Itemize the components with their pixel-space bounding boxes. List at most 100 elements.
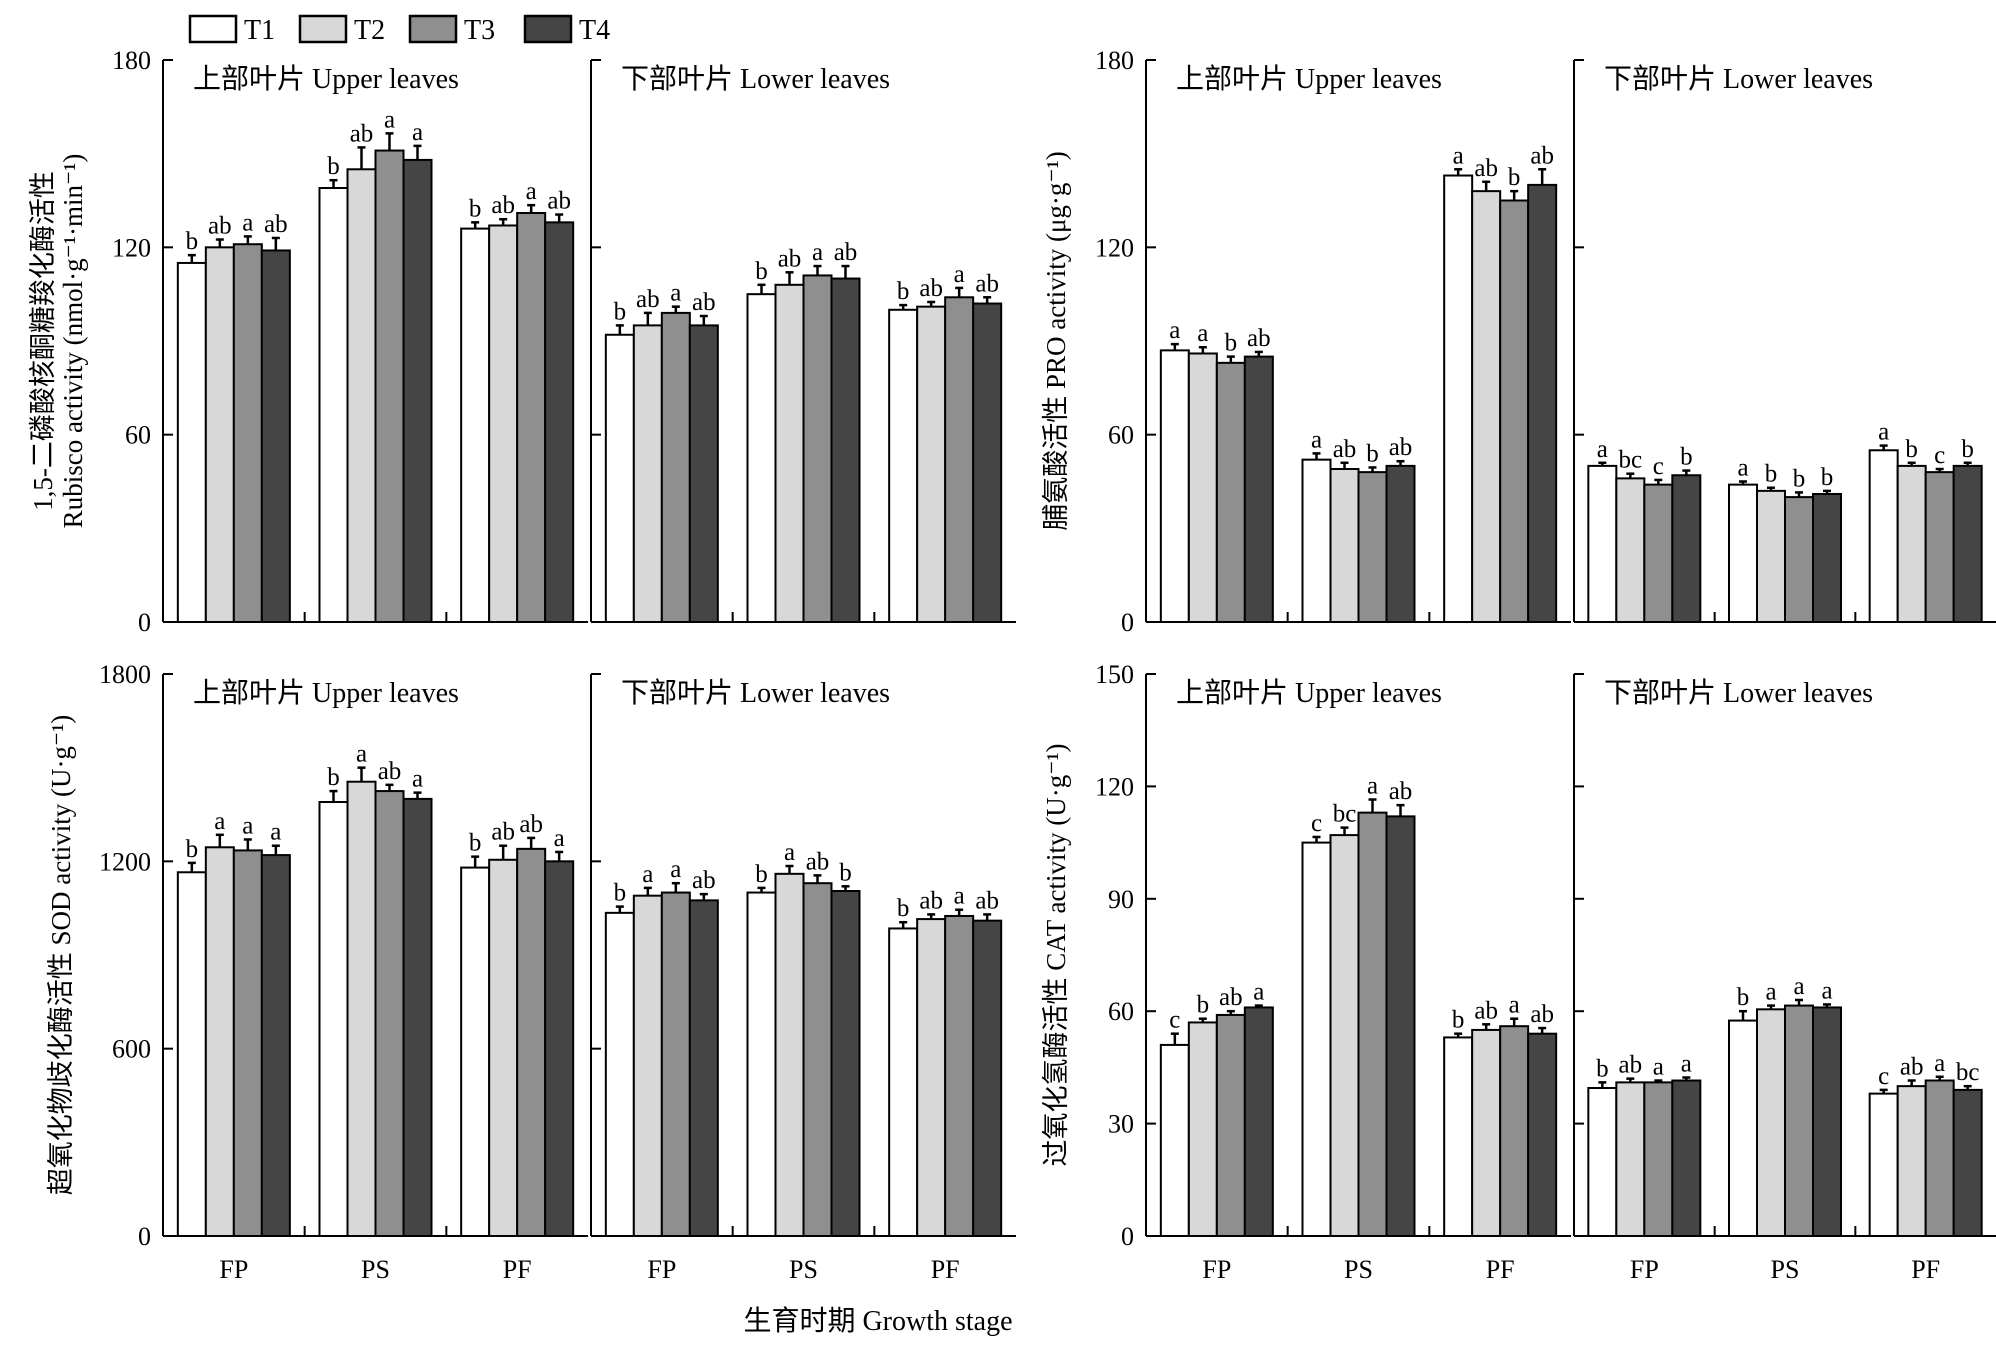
significance-letter: a (954, 883, 965, 910)
significance-letter: ab (692, 867, 716, 894)
bar-t1-fp (604, 911, 635, 1237)
bar-t1-pf (888, 927, 919, 1237)
panel-title: 下部叶片 Lower leaves (1604, 63, 1873, 95)
significance-letter: c (1878, 1063, 1889, 1090)
y-tick-label: 1800 (99, 660, 151, 689)
bar-t4-fp (260, 854, 291, 1237)
x-tick-label-fp: FP (647, 1255, 676, 1284)
significance-letter: a (1597, 436, 1608, 463)
bar-t2-fp (204, 846, 235, 1237)
significance-letter: a (642, 861, 653, 888)
significance-letter: a (1197, 320, 1208, 347)
significance-letter: a (1821, 977, 1832, 1004)
chart-pro: 脯氨酸活性 PRO activity (μg·g⁻¹) 0 60 120 180 上部叶片… (1041, 46, 1996, 637)
y-axis-label: 过氧化氢酶活性 CAT activity (U·g⁻¹) (1041, 743, 1071, 1166)
bar-t2-pf (1471, 1028, 1502, 1238)
bar-t4-ps (402, 797, 433, 1238)
significance-letter: a (1653, 1054, 1664, 1081)
significance-letter: b (897, 278, 910, 305)
bar-t4-fp (688, 324, 719, 623)
bar-t2-fp (1615, 1081, 1646, 1238)
y-tick-label: 90 (1108, 885, 1134, 914)
significance-letter: ab (919, 275, 943, 302)
y-axis-label: 超氧化物歧化酶活性 SOD activity (U·g⁻¹) (46, 715, 76, 1196)
x-tick-label-fp: FP (219, 1255, 248, 1284)
significance-letter: c (1169, 1007, 1180, 1034)
bar-t4-pf (1952, 1088, 1983, 1237)
x-tick-label-ps: PS (1344, 1255, 1373, 1284)
y-tick-label: 60 (125, 421, 151, 450)
y-tick-label: 180 (112, 46, 151, 75)
significance-letter: ab (1619, 1052, 1643, 1079)
bar-t3-fp (232, 243, 263, 623)
significance-letter: bc (1619, 447, 1643, 474)
bar-t1-fp (1159, 349, 1190, 623)
bar-t2-ps (1756, 489, 1786, 623)
bar-t4-fp (1671, 1079, 1702, 1237)
significance-letter: a (270, 819, 281, 846)
significance-letter: ab (1219, 984, 1243, 1011)
significance-letter: ab (519, 811, 543, 838)
bar-t2-fp (204, 246, 235, 623)
significance-letter: b (1366, 440, 1379, 467)
x-tick-label-pf: PF (1486, 1255, 1515, 1284)
significance-letter: ab (1247, 325, 1271, 352)
bar-t3-fp (660, 311, 691, 623)
significance-letter: ab (378, 758, 402, 785)
bar-t1-ps (1728, 1019, 1758, 1237)
significance-letter: a (1878, 419, 1889, 446)
bar-t4-fp (260, 249, 291, 623)
bar-t4-pf (972, 302, 1003, 623)
significance-letter: b (1765, 461, 1778, 488)
bar-t1-fp (176, 261, 207, 623)
bar-t3-fp (660, 891, 691, 1237)
significance-letter: a (1934, 1050, 1945, 1077)
x-tick-label-ps: PS (789, 1255, 818, 1284)
bar-t3-fp (232, 849, 263, 1238)
bar-t4-ps (402, 158, 433, 624)
y-tick-label: 120 (1095, 772, 1134, 801)
significance-letter: b (1596, 1055, 1609, 1082)
significance-letter: ab (491, 192, 515, 219)
bar-t2-fp (632, 894, 663, 1238)
bar-t3-ps (802, 274, 833, 623)
bar-t4-ps (1812, 492, 1842, 623)
bar-t1-fp (1587, 1087, 1618, 1238)
bar-t2-ps (346, 780, 377, 1237)
chart-sod: 超氧化物歧化酶活性 SOD activity (U·g⁻¹) 0 600 1200 18… (46, 660, 1016, 1284)
bar-t3-pf (1499, 199, 1530, 623)
significance-letter: b (1508, 164, 1521, 191)
panel-title: 下部叶片 Lower leaves (621, 677, 890, 709)
bar-t1-fp (1159, 1043, 1190, 1238)
significance-letter: c (1311, 810, 1322, 837)
bar-t1-ps (318, 801, 349, 1237)
significance-letter: ab (208, 213, 232, 240)
y-tick-label: 150 (1095, 660, 1134, 689)
significance-letter: c (1934, 442, 1945, 469)
bar-t4-fp (1671, 474, 1702, 623)
bar-t3-pf (516, 211, 547, 623)
significance-letter: ab (834, 239, 858, 266)
bar-t3-ps (1784, 1004, 1814, 1238)
bar-t4-ps (1385, 464, 1416, 623)
bar-t4-pf (544, 860, 575, 1237)
y-axis-label: 脯氨酸活性 PRO activity (μg·g⁻¹) (1041, 151, 1071, 531)
significance-letter: b (755, 258, 768, 285)
bar-t4-pf (1527, 183, 1558, 623)
significance-letter: ab (692, 289, 716, 316)
chart-rubisco: 1,5-二磷酸核酮糖羧化酶活性 Rubisco activity (nmol·g⁻… (28, 46, 1016, 637)
bar-t3-pf (944, 296, 975, 623)
bar-t2-pf (1471, 190, 1502, 623)
significance-letter: ab (547, 188, 571, 215)
significance-letter: ab (778, 245, 802, 272)
significance-letter: ab (1333, 436, 1357, 463)
bar-t3-pf (1924, 471, 1955, 623)
significance-letter: ab (264, 211, 288, 238)
bar-t1-pf (460, 227, 491, 623)
significance-letter: b (1225, 330, 1238, 357)
significance-letter: ab (636, 286, 660, 313)
